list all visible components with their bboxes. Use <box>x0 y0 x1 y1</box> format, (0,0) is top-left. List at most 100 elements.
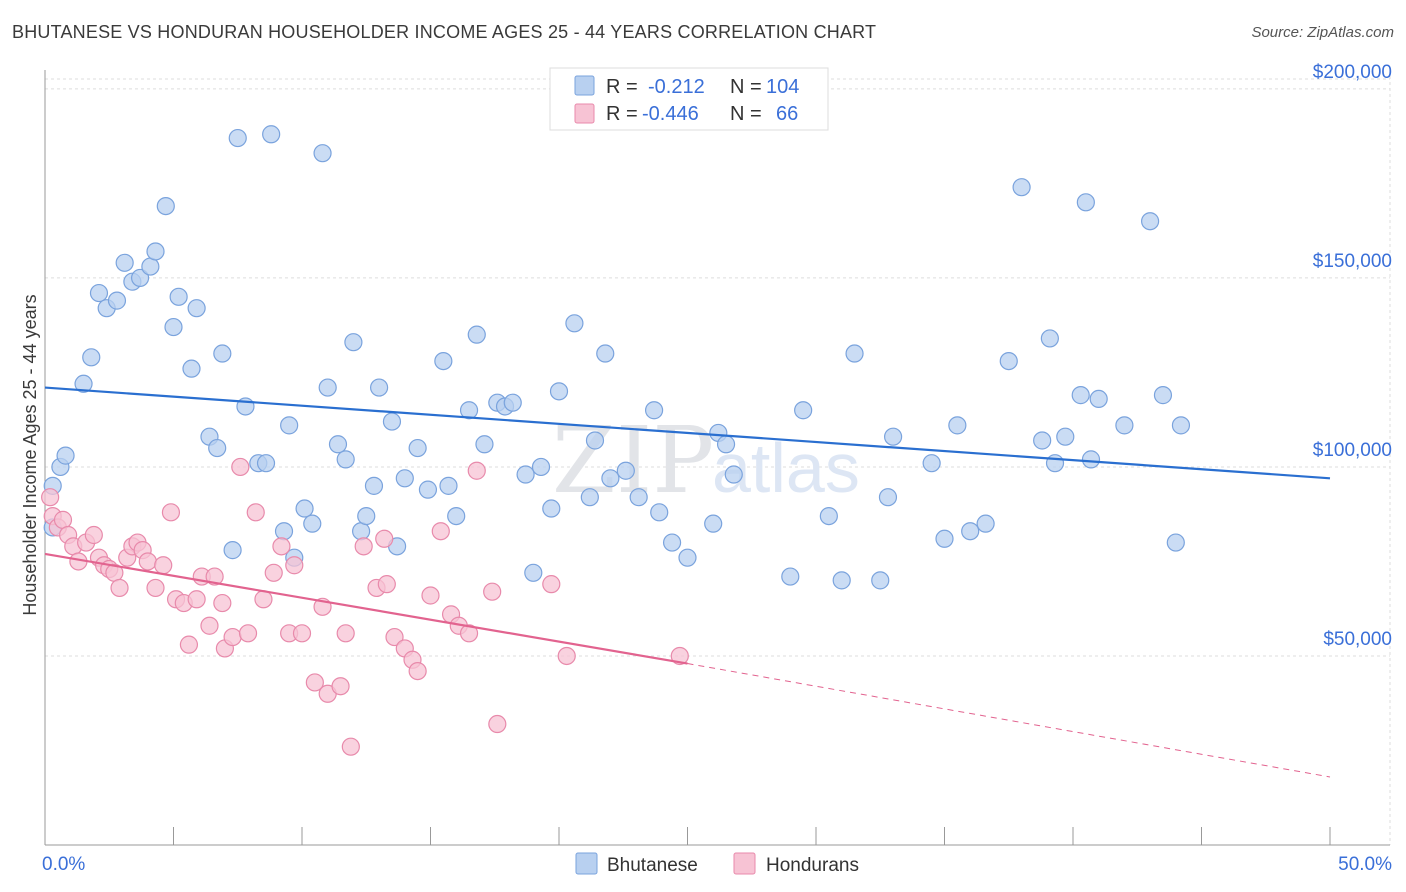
hondurans-point-46 <box>341 737 360 756</box>
hondurans-point-21 <box>161 503 181 522</box>
hondurans-point-19 <box>146 578 165 598</box>
bhutanese-point-70 <box>662 533 682 552</box>
bhutanese-point-58 <box>531 457 551 477</box>
bhutanese-point-59 <box>542 499 561 518</box>
hondurans-point-18 <box>138 552 157 571</box>
bottom-legend-swatch-bhutanese <box>575 852 598 875</box>
bhutanese-point-14 <box>156 196 175 216</box>
hondurans-point-37 <box>272 537 291 556</box>
hondurans-point-45 <box>336 624 355 643</box>
bhutanese-point-15 <box>164 317 183 337</box>
bhutanese-point-69 <box>650 503 669 522</box>
bhutanese-point-36 <box>336 450 355 469</box>
bhutanese-point-4 <box>74 374 93 393</box>
bhutanese-point-65 <box>601 469 620 488</box>
bhutanese-point-44 <box>395 469 414 488</box>
x-tick-label-0: 0.0% <box>42 854 85 875</box>
hondurans-point-64 <box>557 646 576 666</box>
bhutanese-point-28 <box>274 522 294 541</box>
bhutanese-point-82 <box>878 488 898 507</box>
bhutanese-point-47 <box>434 351 453 371</box>
hondurans-point-0 <box>41 488 60 507</box>
axes <box>44 70 1390 846</box>
bhutanese-point-78 <box>819 506 838 526</box>
bhutanese-point-13 <box>146 242 165 261</box>
bhutanese-point-63 <box>585 431 605 450</box>
legend: R = -0.212 N = 104 R = -0.446 N = 66 <box>549 67 829 131</box>
hondurans-point-54 <box>408 661 427 681</box>
bottom-legend-hondurans: Hondurans <box>766 855 859 876</box>
hondurans-point-63 <box>542 575 561 594</box>
bhutanese-point-23 <box>228 128 247 148</box>
bhutanese-point-37 <box>344 333 363 352</box>
hondurans-point-8 <box>84 525 103 545</box>
hondurans-point-44 <box>331 677 350 696</box>
hondurans-point-34 <box>246 503 265 522</box>
legend-n-value-2: 66 <box>776 103 798 125</box>
bhutanese-point-98 <box>1089 389 1108 409</box>
bhutanese-point-11 <box>130 268 150 288</box>
bhutanese-point-75 <box>724 465 743 484</box>
legend-n-label-2: N = <box>730 103 762 125</box>
bhutanese-point-80 <box>845 344 864 363</box>
bhutanese-point-17 <box>182 359 201 378</box>
bhutanese-point-101 <box>1153 386 1173 405</box>
hondurans-point-41 <box>305 673 324 692</box>
bhutanese-point-42 <box>382 412 402 431</box>
bhutanese-point-94 <box>1056 427 1075 446</box>
y-tick-label-0: $50,000 <box>1323 629 1392 650</box>
bhutanese-point-92 <box>1040 329 1059 348</box>
hondurans-point-25 <box>187 590 206 609</box>
bottom-legend-bhutanese: Bhutanese <box>607 855 698 876</box>
hondurans-point-49 <box>375 529 394 548</box>
bhutanese-point-33 <box>313 144 332 163</box>
legend-r-value-1: -0.212 <box>648 76 705 98</box>
legend-swatch-pink <box>574 103 595 124</box>
bhutanese-point-76 <box>781 567 800 586</box>
hondurans-point-62 <box>488 714 507 734</box>
bhutanese-point-16 <box>169 287 188 306</box>
bhutanese-point-88 <box>976 514 995 533</box>
bhutanese-point-52 <box>475 435 494 454</box>
legend-r-value-2: -0.446 <box>642 103 699 125</box>
bhutanese-point-32 <box>303 514 322 533</box>
bhutanese-point-31 <box>295 499 314 518</box>
bhutanese-point-35 <box>328 435 348 454</box>
hondurans-point-36 <box>264 563 283 582</box>
bhutanese-point-27 <box>262 125 281 144</box>
bhutanese-point-96 <box>1081 450 1101 469</box>
bhutanese-point-77 <box>794 401 813 420</box>
hondurans-point-29 <box>213 593 232 613</box>
bhutanese-point-61 <box>565 314 584 333</box>
legend-swatch-blue <box>574 75 595 96</box>
bhutanese-point-102 <box>1166 533 1185 552</box>
hondurans-point-65 <box>670 646 689 666</box>
bhutanese-point-39 <box>357 506 376 526</box>
bhutanese-point-87 <box>961 522 980 541</box>
hondurans-point-24 <box>179 635 199 654</box>
y-tick-label-3: $200,000 <box>1313 62 1392 83</box>
bhutanese-point-5 <box>82 348 101 367</box>
hondurans-point-13 <box>110 578 129 598</box>
legend-r-label-1: R = <box>606 76 638 98</box>
bhutanese-point-85 <box>935 529 954 548</box>
hondurans-point-3 <box>53 510 73 529</box>
hondurans-point-33 <box>238 624 258 643</box>
bhutanese-point-21 <box>213 344 232 363</box>
y-tick-labels: $50,000 $100,000 $150,000 $200,000 <box>1313 62 1392 650</box>
hondurans-point-51 <box>385 627 404 647</box>
bhutanese-point-60 <box>549 382 569 401</box>
bhutanese-point-41 <box>370 378 389 397</box>
y-tick-label-1: $100,000 <box>1313 440 1392 461</box>
bhutanese-point-79 <box>832 571 851 590</box>
hondurans-point-40 <box>292 624 312 643</box>
y-tick-label-2: $150,000 <box>1313 251 1392 272</box>
bhutanese-point-6 <box>89 283 109 303</box>
bhutanese-point-46 <box>418 480 438 499</box>
bhutanese-point-18 <box>187 299 206 318</box>
bhutanese-point-22 <box>223 541 242 560</box>
source-label: Source: ZipAtlas.com <box>1251 24 1394 41</box>
hondurans-point-55 <box>421 586 440 605</box>
bhutanese-point-68 <box>644 401 664 420</box>
bhutanese-point-34 <box>318 378 337 397</box>
